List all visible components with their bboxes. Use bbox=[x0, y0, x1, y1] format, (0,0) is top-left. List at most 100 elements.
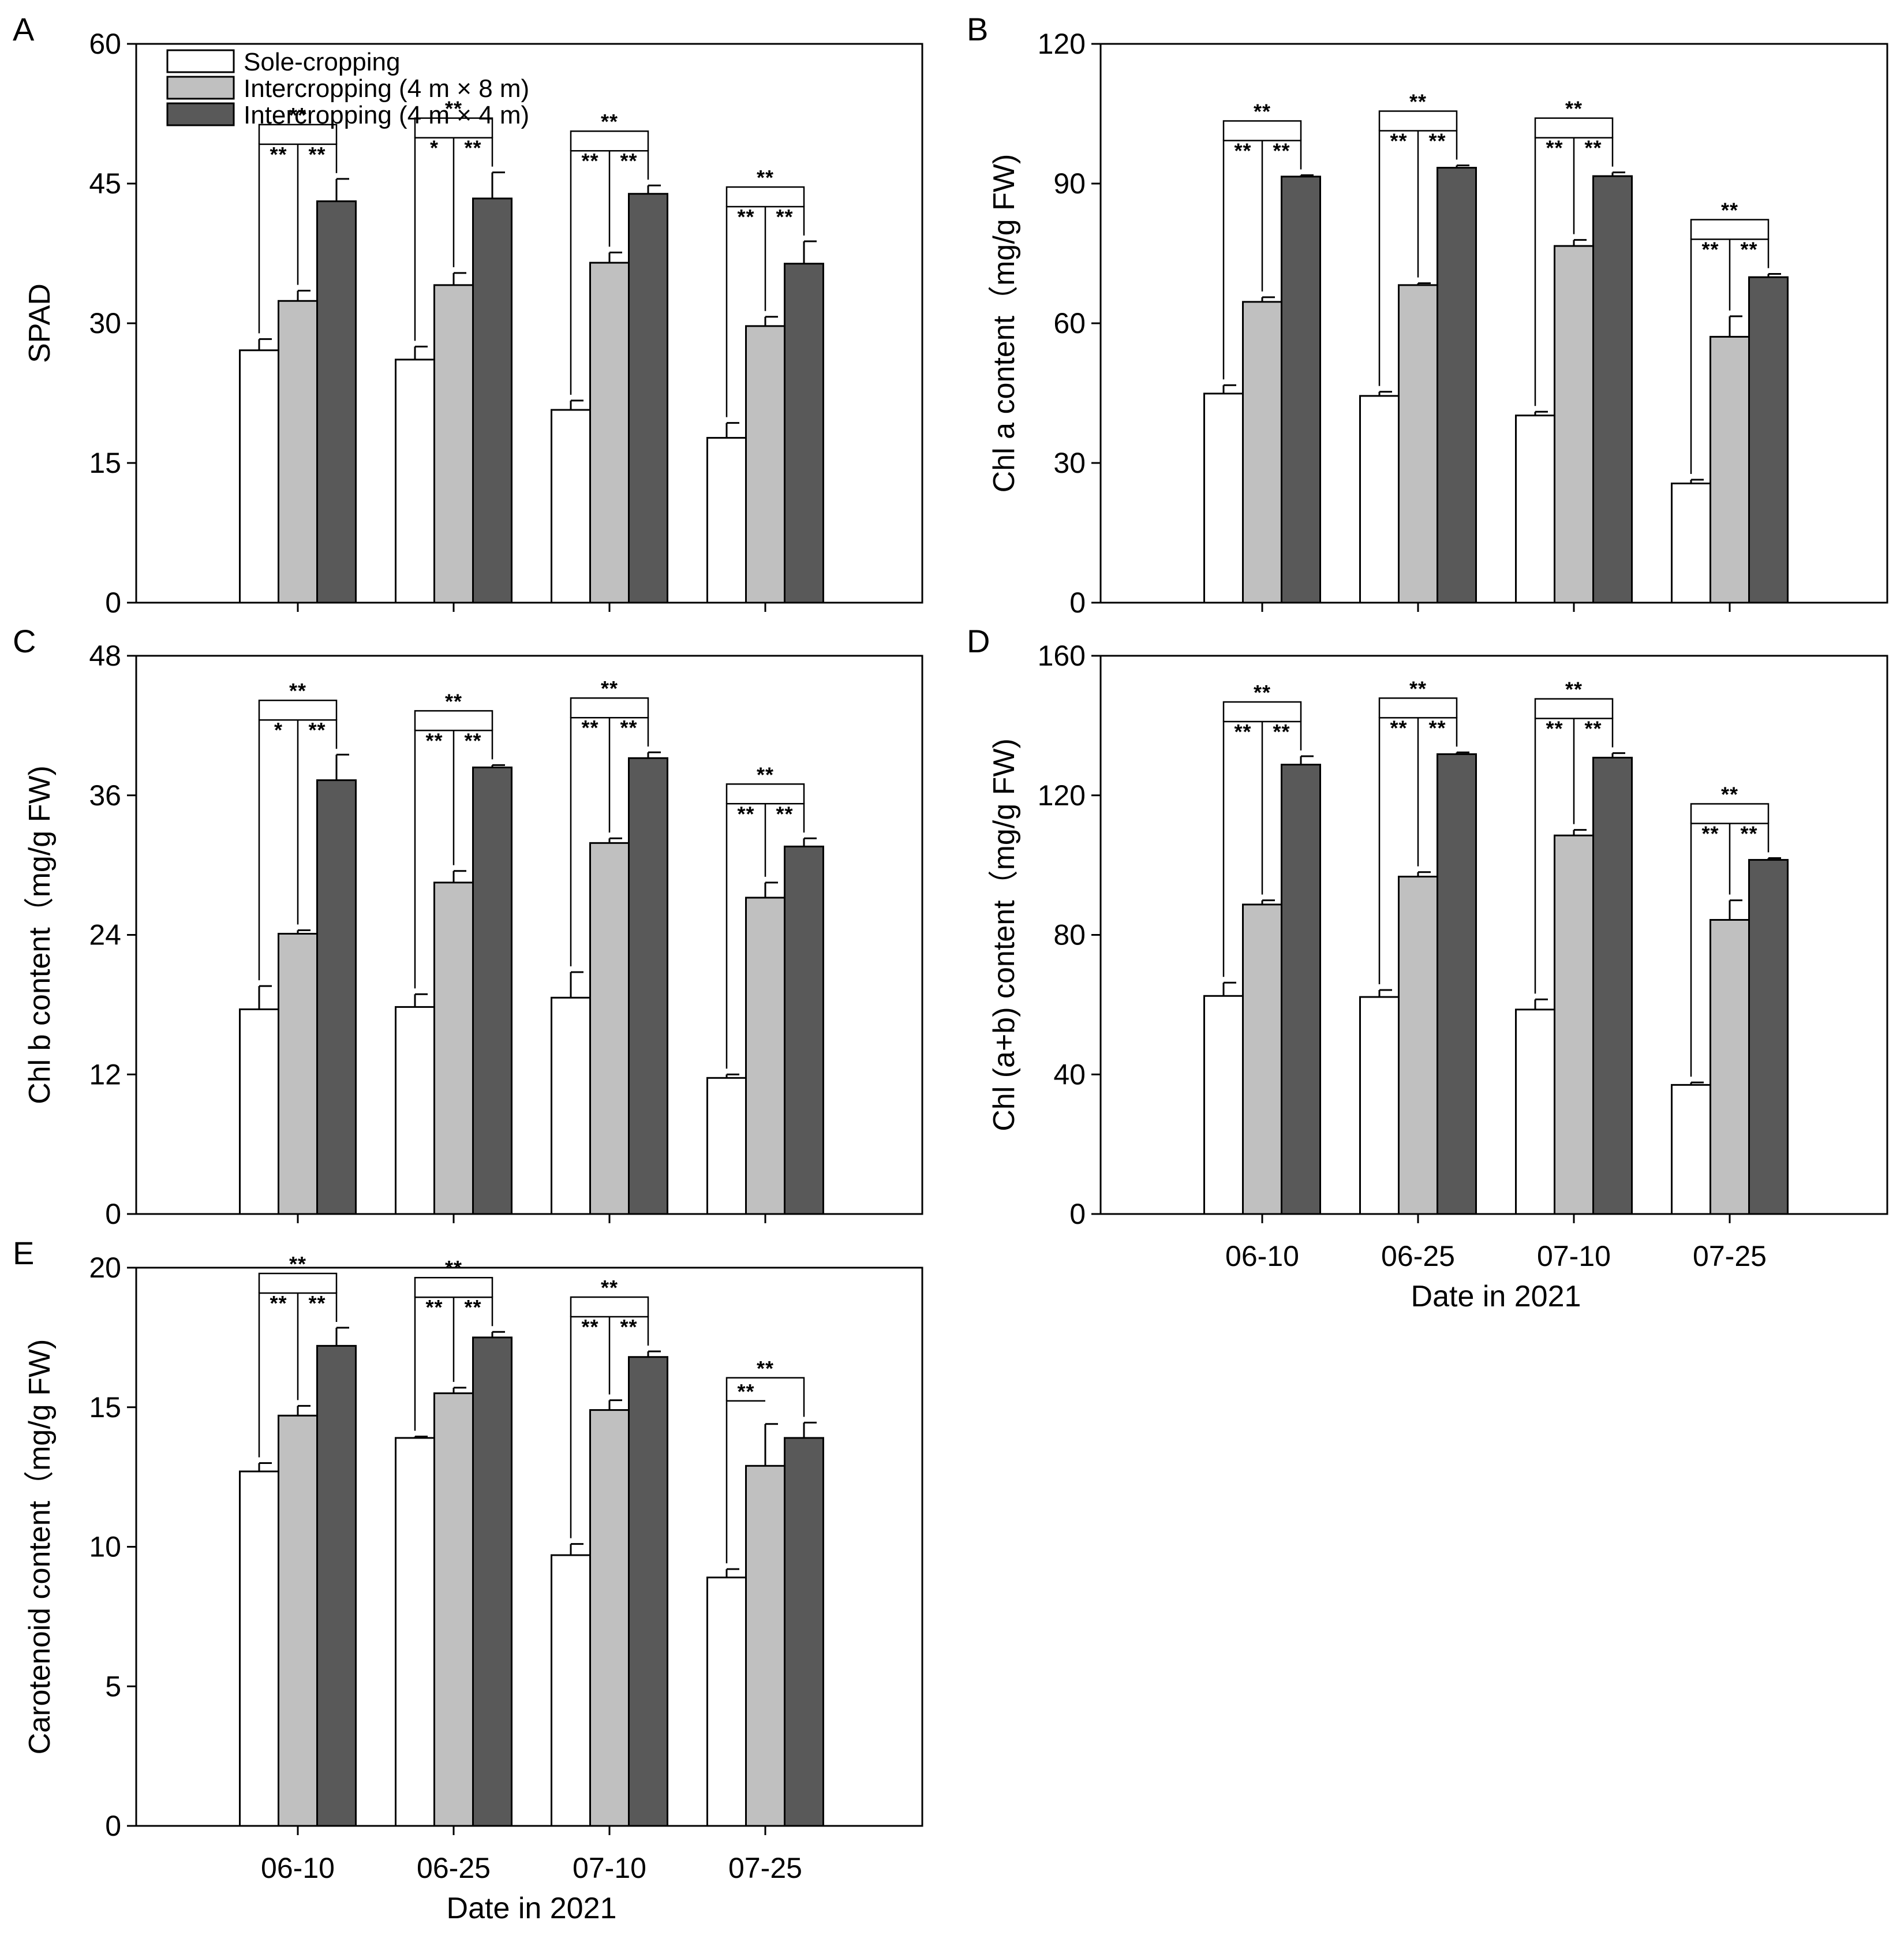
bar bbox=[239, 1470, 279, 1827]
panel-letter: D bbox=[967, 623, 990, 659]
significance-bracket bbox=[1534, 117, 1614, 138]
significance-bracket bbox=[258, 699, 338, 720]
significance-label: ** bbox=[620, 149, 637, 173]
y-tick-label: 5 bbox=[105, 1670, 121, 1702]
legend: Sole-cropping Intercropping (4 m × 8 m) … bbox=[166, 48, 529, 129]
significance-label: ** bbox=[270, 143, 287, 166]
significance-label: ** bbox=[757, 166, 774, 189]
significance-bracket bbox=[1534, 698, 1614, 719]
bar bbox=[1437, 753, 1477, 1215]
significance-label: ** bbox=[1565, 678, 1583, 701]
x-tick-label: 06-25 bbox=[1381, 1240, 1455, 1272]
bar bbox=[1710, 335, 1750, 604]
significance-bracket bbox=[1690, 219, 1770, 240]
y-tick-label: 36 bbox=[89, 779, 121, 812]
significance-label: ** bbox=[757, 1357, 774, 1380]
bar bbox=[1242, 903, 1282, 1215]
significance-label: ** bbox=[445, 97, 462, 121]
significance-label: ** bbox=[464, 1295, 481, 1319]
significance-bracket bbox=[725, 783, 805, 804]
bar bbox=[628, 1356, 668, 1827]
x-tick-label: 07-10 bbox=[1537, 1240, 1611, 1272]
bar bbox=[784, 845, 824, 1215]
panel-letter: B bbox=[967, 11, 988, 47]
bar bbox=[589, 1409, 630, 1827]
bar bbox=[706, 1577, 747, 1827]
significance-label: ** bbox=[601, 110, 618, 133]
y-tick-label: 15 bbox=[89, 447, 121, 479]
significance-label: ** bbox=[620, 716, 637, 739]
significance-label: ** bbox=[1565, 97, 1583, 121]
bar bbox=[1748, 276, 1789, 604]
bar bbox=[1359, 395, 1400, 604]
bar bbox=[395, 1437, 435, 1827]
significance-label: ** bbox=[1740, 822, 1757, 846]
bar bbox=[745, 325, 785, 604]
significance-label: ** bbox=[425, 729, 443, 752]
significance-label: ** bbox=[1546, 717, 1563, 741]
y-tick-label: 0 bbox=[105, 1810, 121, 1842]
significance-label: ** bbox=[464, 729, 481, 752]
bar bbox=[1710, 919, 1750, 1215]
bar bbox=[1281, 764, 1321, 1215]
bar bbox=[706, 436, 747, 604]
significance-bracket bbox=[414, 117, 493, 138]
bar bbox=[1242, 301, 1282, 604]
legend-swatch-intercropping-4x8 bbox=[166, 76, 235, 100]
legend-label-sole-cropping: Sole-cropping bbox=[244, 48, 401, 76]
significance-label: ** bbox=[581, 1315, 598, 1339]
y-tick-label: 0 bbox=[1069, 587, 1086, 619]
y-tick-label: 45 bbox=[89, 167, 121, 200]
significance-bracket bbox=[1378, 110, 1458, 131]
bar bbox=[278, 300, 318, 604]
y-tick-label: 12 bbox=[89, 1058, 121, 1090]
significance-label: ** bbox=[776, 205, 793, 229]
y-tick-label: 30 bbox=[89, 307, 121, 339]
significance-label: ** bbox=[1273, 139, 1290, 162]
bar bbox=[745, 1465, 785, 1827]
bar bbox=[472, 1336, 513, 1827]
bar bbox=[1359, 996, 1400, 1215]
y-axis-title: Chl b content（mg/g FW) bbox=[23, 765, 57, 1104]
significance-label: ** bbox=[425, 1295, 443, 1319]
bar bbox=[1515, 1008, 1555, 1215]
significance-label: ** bbox=[464, 136, 481, 160]
bar bbox=[1748, 859, 1789, 1215]
bar bbox=[1671, 1084, 1711, 1215]
bar bbox=[1554, 834, 1594, 1215]
y-tick-label: 160 bbox=[1038, 640, 1086, 672]
significance-label: ** bbox=[1546, 136, 1563, 160]
significance-label: ** bbox=[308, 143, 326, 166]
bar bbox=[551, 1554, 591, 1827]
bar bbox=[316, 779, 357, 1215]
y-tick-label: 30 bbox=[1053, 447, 1086, 479]
bar bbox=[1437, 167, 1477, 604]
bar bbox=[551, 409, 591, 604]
bar bbox=[1203, 995, 1244, 1215]
significance-label: ** bbox=[289, 103, 306, 127]
significance-label: ** bbox=[776, 802, 793, 825]
bar bbox=[395, 1006, 435, 1215]
significance-label: ** bbox=[308, 1291, 326, 1315]
panel-letter: E bbox=[13, 1235, 34, 1271]
significance-label: ** bbox=[737, 205, 754, 229]
bar bbox=[706, 1077, 747, 1215]
significance-label: ** bbox=[1701, 237, 1719, 261]
significance-label: ** bbox=[1234, 720, 1251, 744]
x-tick-label: 06-10 bbox=[261, 1852, 335, 1884]
significance-label: ** bbox=[1254, 99, 1271, 123]
bar bbox=[1554, 245, 1594, 604]
y-axis-title: Carotenoid content（mg/g FW) bbox=[23, 1339, 57, 1755]
significance-label: ** bbox=[601, 1276, 618, 1299]
bar bbox=[784, 1437, 824, 1827]
bar bbox=[745, 896, 785, 1215]
significance-label: ** bbox=[1428, 716, 1446, 739]
y-tick-label: 0 bbox=[105, 1198, 121, 1230]
bar bbox=[628, 193, 668, 604]
significance-label: ** bbox=[445, 1256, 462, 1280]
significance-label: ** bbox=[1409, 90, 1427, 114]
significance-label: ** bbox=[581, 149, 598, 173]
significance-label: ** bbox=[1701, 822, 1719, 846]
